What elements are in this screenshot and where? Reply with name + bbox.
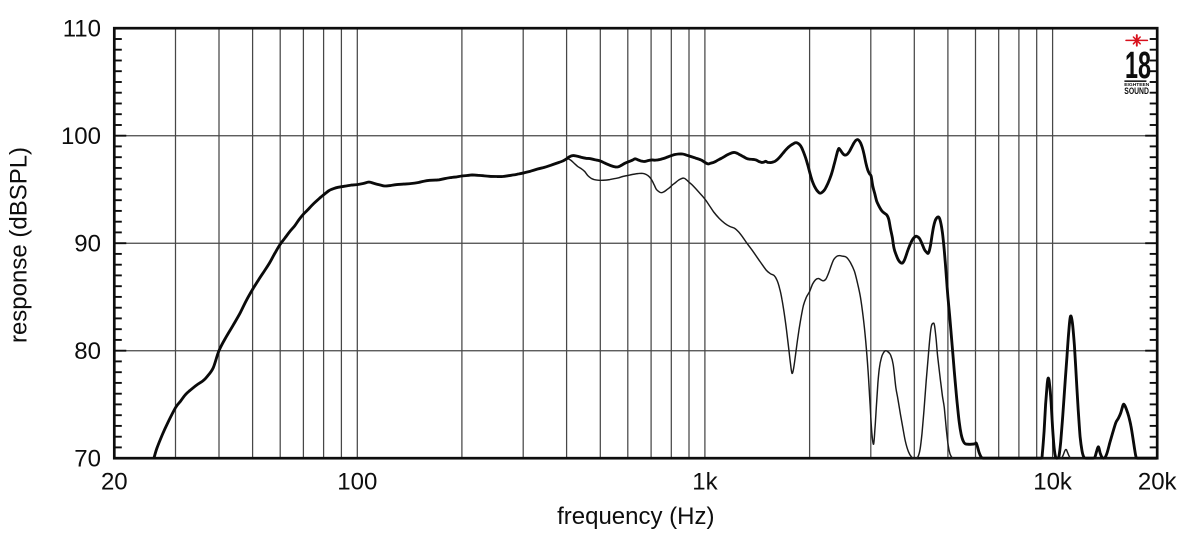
svg-text:18: 18 xyxy=(1125,45,1151,87)
svg-text:10k: 10k xyxy=(1033,469,1073,496)
svg-text:response (dBSPL): response (dBSPL) xyxy=(6,147,33,343)
svg-text:SOUND: SOUND xyxy=(1124,86,1149,97)
svg-text:EIGHTEEN: EIGHTEEN xyxy=(1124,82,1150,88)
svg-text:90: 90 xyxy=(74,231,101,258)
svg-text:80: 80 xyxy=(74,338,101,365)
svg-text:20: 20 xyxy=(101,469,128,496)
svg-text:110: 110 xyxy=(63,16,101,43)
svg-text:70: 70 xyxy=(74,446,101,473)
svg-text:20k: 20k xyxy=(1138,469,1178,496)
svg-text:100: 100 xyxy=(61,123,101,150)
svg-text:100: 100 xyxy=(337,469,377,496)
svg-text:1k: 1k xyxy=(692,469,718,496)
svg-text:frequency (Hz): frequency (Hz) xyxy=(557,503,714,530)
